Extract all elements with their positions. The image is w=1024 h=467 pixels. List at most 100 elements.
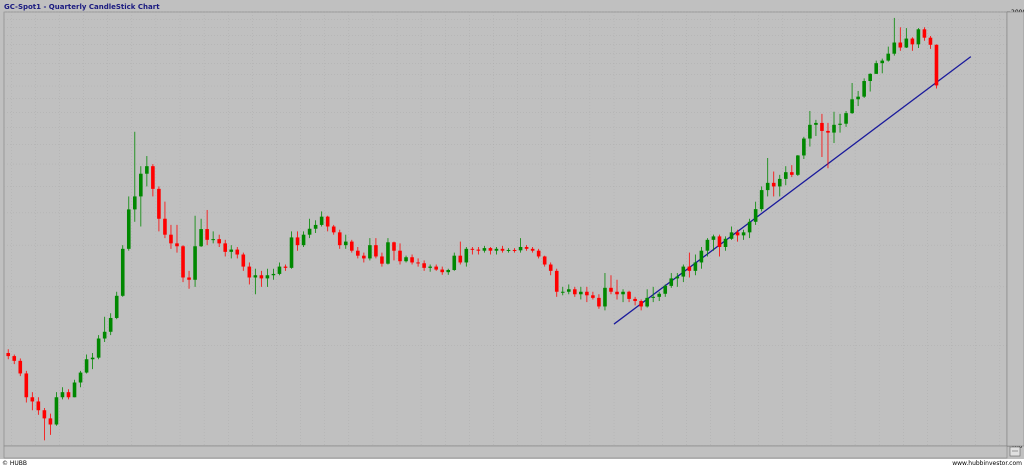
candle-body	[723, 238, 728, 247]
candle	[132, 131, 137, 222]
candle-body	[627, 291, 631, 299]
candle	[542, 255, 547, 267]
corner-box-icon[interactable]	[1009, 446, 1021, 457]
candle-body	[175, 243, 179, 247]
chart-title: GC-Spot1 - Quarterly CandleStick Chart	[4, 3, 160, 11]
candle	[102, 316, 107, 343]
candle	[416, 258, 420, 267]
candle	[30, 392, 35, 411]
candle	[476, 246, 481, 255]
candle-body	[253, 275, 258, 278]
candle-body	[126, 209, 131, 249]
candle-body	[639, 301, 643, 307]
candle-body	[235, 249, 240, 255]
candle	[928, 35, 933, 49]
candle	[440, 266, 445, 275]
candle-body	[337, 232, 342, 246]
candle	[681, 264, 686, 283]
candle	[120, 245, 125, 297]
candle	[530, 246, 535, 253]
candle	[126, 196, 131, 251]
candle	[295, 231, 300, 251]
candle-body	[132, 196, 137, 210]
candle-body	[187, 277, 191, 280]
trendline	[613, 56, 972, 325]
candle	[356, 246, 360, 259]
candle-body	[548, 264, 553, 271]
candle	[862, 78, 866, 98]
y-tick-label: 100	[1011, 443, 1023, 450]
candle	[579, 286, 583, 300]
candle	[325, 215, 330, 232]
candle-body	[765, 182, 770, 191]
candle-body	[699, 250, 704, 263]
candle	[573, 286, 577, 297]
candle-body	[777, 178, 782, 187]
candle	[157, 186, 161, 232]
candle-body	[934, 44, 939, 86]
candle	[331, 224, 336, 235]
candle-body	[597, 297, 601, 307]
candle-body	[693, 262, 698, 271]
candle-body	[151, 166, 155, 189]
candle	[850, 83, 854, 114]
candle	[458, 241, 463, 265]
candle	[446, 268, 451, 275]
candle	[253, 268, 258, 295]
candle	[663, 284, 668, 297]
candle-body	[217, 239, 221, 244]
candle	[777, 174, 782, 197]
grid-lines	[4, 11, 1007, 447]
candle-body	[585, 291, 589, 296]
candle	[524, 245, 529, 251]
candle-body	[808, 124, 812, 139]
candle	[500, 245, 505, 253]
candle-body	[488, 248, 493, 251]
candle-body	[512, 249, 517, 251]
candle	[84, 354, 89, 374]
candle	[597, 294, 601, 309]
candle	[24, 370, 29, 403]
candle	[241, 252, 246, 271]
candle-body	[120, 248, 125, 296]
candle-body	[687, 266, 692, 271]
candle-body	[410, 257, 414, 263]
candle	[289, 231, 294, 269]
candle	[705, 238, 710, 257]
candle-body	[42, 410, 47, 419]
candle-body	[771, 182, 776, 187]
candle-body	[295, 237, 300, 246]
candle	[211, 231, 215, 244]
candle	[554, 268, 559, 297]
candle-body	[536, 250, 541, 257]
candle-body	[181, 246, 185, 278]
candle	[783, 166, 788, 186]
candle	[259, 270, 264, 287]
candle	[892, 17, 897, 56]
candle	[422, 260, 426, 271]
candle-body	[645, 297, 649, 307]
candle-body	[139, 173, 143, 197]
candle-body	[928, 37, 933, 45]
candle	[452, 252, 457, 271]
candle	[832, 111, 836, 143]
candle-body	[681, 266, 686, 277]
candle	[820, 113, 824, 158]
candle	[386, 238, 390, 265]
candle	[169, 224, 173, 249]
candle-body	[494, 248, 499, 251]
candle	[771, 171, 776, 197]
candle-body	[832, 124, 836, 133]
footer-bar	[0, 459, 1024, 467]
candle-body	[579, 291, 583, 295]
candle-body	[108, 317, 113, 332]
candle	[759, 186, 764, 212]
candle-body	[349, 241, 354, 251]
candle	[277, 262, 282, 276]
candle	[96, 335, 101, 360]
candle-body	[283, 266, 288, 268]
candle	[488, 246, 493, 255]
candle	[368, 238, 372, 261]
candle-body	[651, 296, 655, 298]
candle-body	[265, 275, 270, 279]
